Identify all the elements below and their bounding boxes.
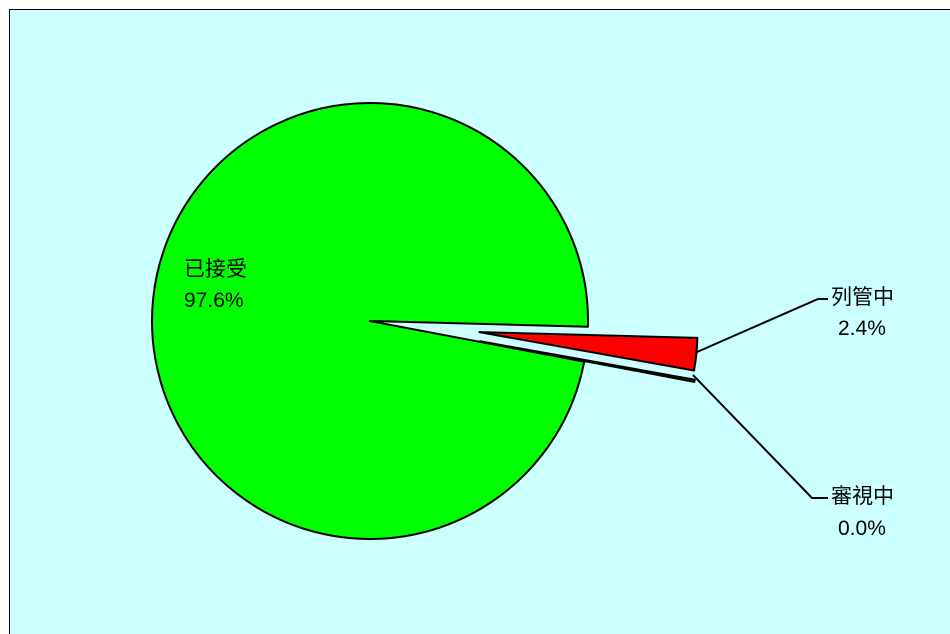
slice-label-name-1: 列管中 [831,286,894,309]
pie-slice-0 [151,102,589,540]
pie-slice-2 [479,340,696,383]
slice-label-name-2: 審視中 [831,485,894,508]
leader-line-1 [696,298,828,353]
leader-line-2 [692,374,828,499]
slice-label-percent-1: 2.4% [838,317,886,340]
slice-label-percent-2: 0.0% [838,517,886,540]
slice-label-name-0: 已接受 [184,258,247,281]
pie-slice-1 [478,331,699,372]
slice-label-percent-0: 97.6% [184,289,244,312]
